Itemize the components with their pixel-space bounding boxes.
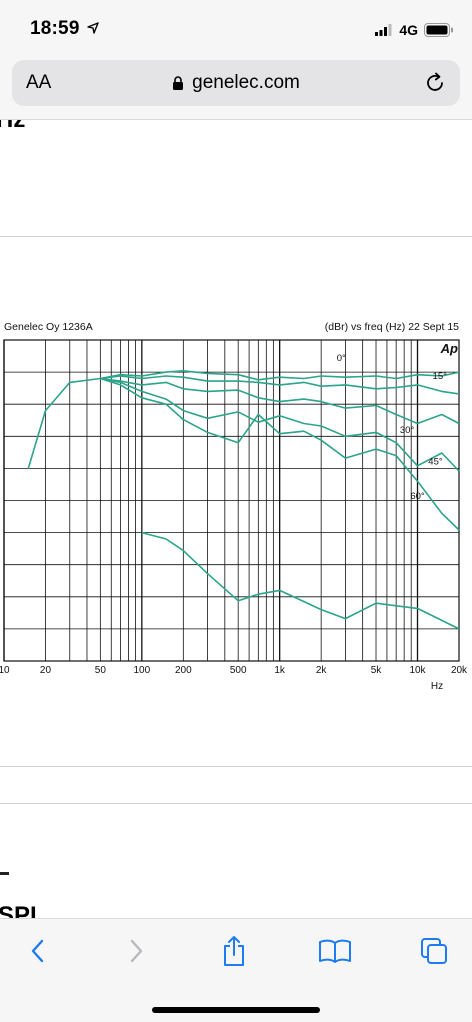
section-heading-fragment-bottom: SPL [0, 902, 45, 918]
x-tick-label: 20k [451, 665, 468, 676]
x-tick-label: 1k [274, 665, 286, 676]
location-arrow-icon [87, 22, 99, 34]
status-bar: 18:59 4G [0, 0, 472, 58]
forward-button[interactable] [118, 933, 154, 969]
battery-icon [424, 23, 453, 37]
chart-subtitle: (dBr) vs freq (Hz) 22 Sept 15 [325, 321, 459, 333]
series-labels: 0° 15° 30° 45° 60° [337, 353, 447, 502]
x-tick-labels: 10 20 50 100 200 500 1k 2k 5k 10k 20k [0, 665, 468, 676]
web-page: Hz Genelec Oy 1236A (dBr) vs freq (Hz) 2… [0, 120, 472, 918]
series-label: 30° [400, 425, 415, 436]
lock-icon [173, 75, 184, 90]
cellular-signal-icon [375, 24, 392, 36]
series-label: 60° [410, 491, 425, 502]
url-display[interactable]: genelec.com [12, 72, 460, 94]
x-tick-label: 5k [371, 665, 383, 676]
chart-logo: Ap [440, 341, 458, 356]
section-divider [0, 766, 472, 767]
x-tick-label: 100 [133, 665, 150, 676]
x-tick-label: 200 [175, 665, 192, 676]
x-tick-label: 10 [0, 665, 10, 676]
reload-icon[interactable] [422, 70, 448, 96]
address-bar[interactable]: AA genelec.com [12, 60, 460, 106]
x-tick-label: 500 [230, 665, 247, 676]
back-button[interactable] [20, 933, 56, 969]
url-text: genelec.com [192, 72, 300, 93]
series-line-45deg [100, 377, 460, 472]
chart-title: Genelec Oy 1236A [4, 321, 93, 333]
x-tick-label: 2k [316, 665, 328, 676]
chevron-right-icon [130, 939, 143, 963]
chevron-left-icon [31, 939, 44, 963]
browser-address-area: AA genelec.com [0, 58, 472, 120]
network-type: 4G [399, 22, 418, 38]
x-axis-label: Hz [431, 681, 443, 692]
series-line-15deg [100, 375, 460, 395]
series-line-30deg [100, 377, 460, 425]
x-tick-label: 20 [40, 665, 52, 676]
x-tick-label: 50 [95, 665, 107, 676]
section-divider [0, 236, 472, 237]
series-label: 45° [428, 456, 443, 467]
browser-toolbar [0, 918, 472, 1022]
series-line-60deg [100, 377, 460, 531]
series-line-offset-5 [141, 531, 460, 630]
share-button[interactable] [216, 933, 252, 969]
bullet-dash [0, 872, 9, 875]
chart-canvas: Genelec Oy 1236A (dBr) vs freq (Hz) 22 S… [0, 315, 472, 705]
share-icon [224, 936, 244, 966]
series-label: 0° [337, 353, 346, 364]
status-time: 18:59 [30, 18, 80, 39]
text-size-button[interactable]: AA [26, 72, 52, 93]
tabs-button[interactable] [416, 933, 452, 969]
x-tick-label: 10k [409, 665, 426, 676]
home-indicator [152, 1007, 320, 1013]
chart-background [0, 315, 472, 705]
book-icon [319, 939, 351, 963]
tabs-icon [421, 938, 447, 964]
chart-series [27, 370, 460, 630]
section-heading-fragment-top: Hz [0, 120, 25, 134]
bookmarks-button[interactable] [317, 933, 353, 969]
section-divider [0, 803, 472, 804]
frequency-response-chart: Genelec Oy 1236A (dBr) vs freq (Hz) 22 S… [0, 315, 472, 705]
series-label: 15° [433, 371, 448, 382]
